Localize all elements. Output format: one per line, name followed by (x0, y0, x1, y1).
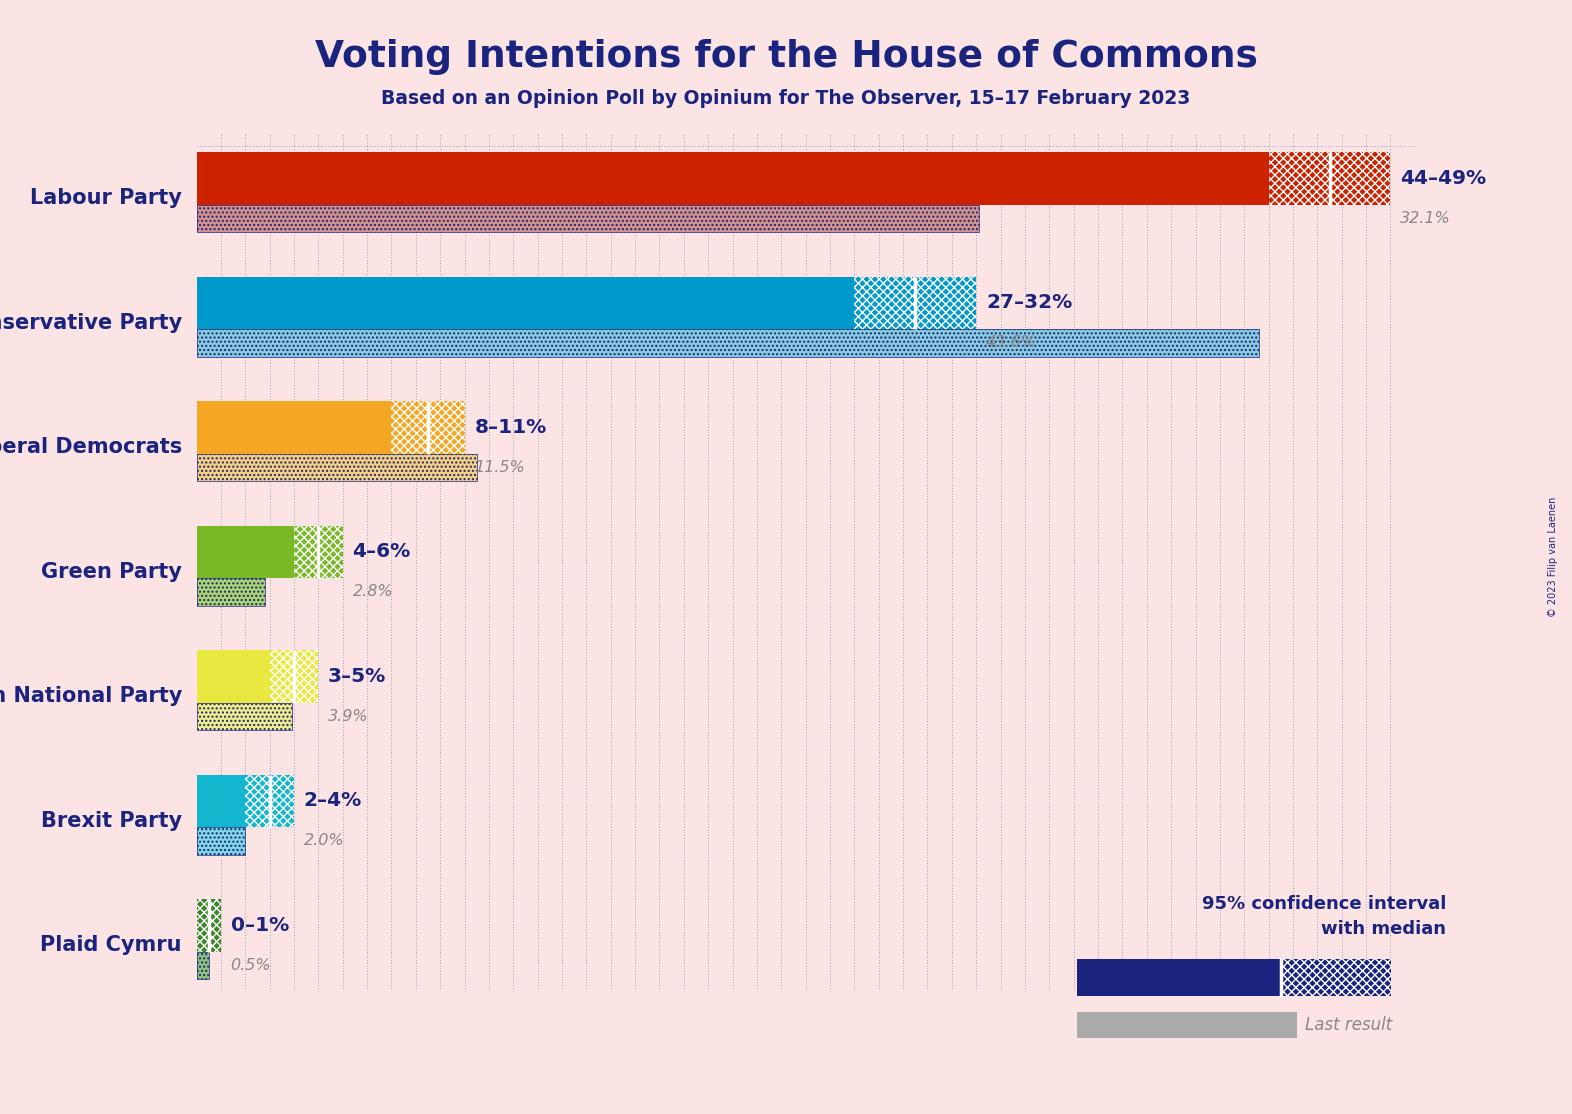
Bar (196, 453, 476, 481)
Bar (196, 329, 1259, 356)
Bar (196, 526, 294, 578)
Text: 32.1%: 32.1% (1401, 211, 1451, 226)
Text: Green Party: Green Party (41, 561, 182, 582)
Bar (196, 277, 855, 329)
Text: © 2023 Filip van Laenen: © 2023 Filip van Laenen (1548, 497, 1558, 617)
Text: 95% confidence interval
with median: 95% confidence interval with median (1203, 896, 1446, 938)
Text: 43.6%: 43.6% (986, 335, 1036, 350)
Text: Voting Intentions for the House of Commons: Voting Intentions for the House of Commo… (314, 39, 1258, 75)
Text: 3–5%: 3–5% (329, 667, 387, 686)
Text: Last result: Last result (1305, 1016, 1393, 1034)
Text: Based on an Opinion Poll by Opinium for The Observer, 15–17 February 2023: Based on an Opinion Poll by Opinium for … (382, 89, 1190, 108)
Bar (855, 277, 976, 329)
Bar (196, 453, 476, 481)
Bar (196, 951, 209, 979)
Bar (196, 775, 245, 827)
Bar (196, 329, 1259, 356)
Bar (196, 899, 220, 951)
Bar (196, 153, 1269, 205)
Bar (294, 526, 343, 578)
Bar (1077, 959, 1281, 996)
Bar (245, 775, 294, 827)
Text: 44–49%: 44–49% (1401, 169, 1486, 188)
Bar (196, 703, 291, 730)
Bar (196, 827, 245, 854)
Bar (1281, 959, 1391, 996)
Bar (196, 703, 291, 730)
Text: 27–32%: 27–32% (986, 293, 1072, 313)
Bar (196, 205, 979, 232)
Text: 3.9%: 3.9% (329, 709, 369, 724)
Text: Plaid Cymru: Plaid Cymru (41, 936, 182, 956)
Text: Scottish National Party: Scottish National Party (0, 686, 182, 706)
Bar (1269, 153, 1391, 205)
Text: Liberal Democrats: Liberal Democrats (0, 438, 182, 458)
Bar (391, 401, 465, 453)
Bar (196, 578, 264, 606)
Text: 2.0%: 2.0% (303, 833, 344, 849)
Text: Brexit Party: Brexit Party (41, 811, 182, 831)
Bar (196, 578, 264, 606)
Bar (1077, 1012, 1297, 1038)
Bar (196, 401, 391, 453)
Bar (196, 951, 209, 979)
Text: 0–1%: 0–1% (231, 916, 289, 935)
Bar (270, 651, 319, 703)
Text: Conservative Party: Conservative Party (0, 313, 182, 333)
Text: 2–4%: 2–4% (303, 791, 362, 811)
Text: 8–11%: 8–11% (475, 418, 547, 437)
Text: 11.5%: 11.5% (475, 460, 525, 475)
Text: Labour Party: Labour Party (30, 188, 182, 208)
Bar (196, 205, 979, 232)
Text: 0.5%: 0.5% (231, 958, 272, 973)
Bar (196, 827, 245, 854)
Text: 4–6%: 4–6% (352, 543, 410, 561)
Text: 2.8%: 2.8% (352, 585, 393, 599)
Bar (196, 651, 270, 703)
